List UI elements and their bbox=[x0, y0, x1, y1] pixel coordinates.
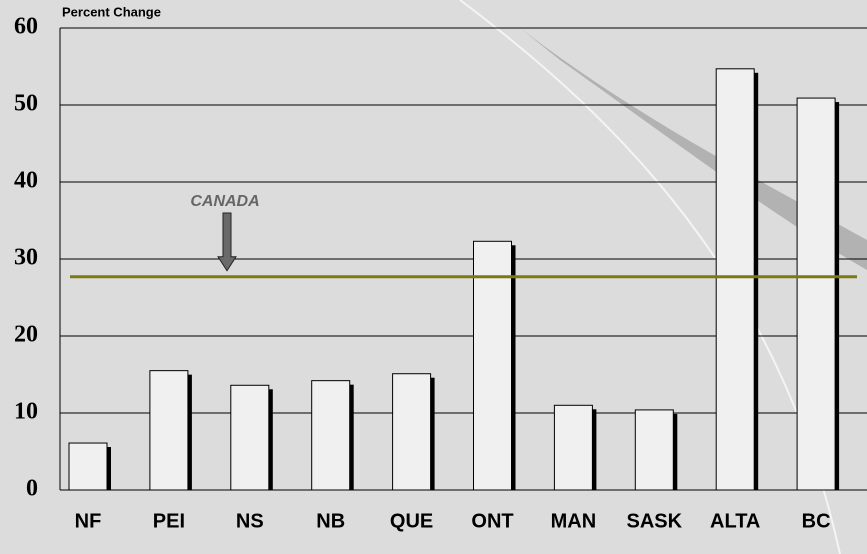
x-tick-label: QUE bbox=[390, 510, 433, 532]
bar bbox=[634, 409, 674, 491]
bar bbox=[715, 68, 755, 491]
x-tick-label: MAN bbox=[551, 510, 597, 532]
bar bbox=[311, 380, 351, 491]
y-tick-label: 0 bbox=[26, 476, 38, 502]
x-tick-label: BC bbox=[802, 510, 831, 532]
x-tick-label: SASK bbox=[627, 510, 683, 532]
y-tick-label: 30 bbox=[14, 245, 38, 271]
reference-arrow bbox=[217, 212, 237, 272]
x-tick-label: NB bbox=[316, 510, 345, 532]
decorative-swoosh bbox=[520, 28, 867, 270]
bar bbox=[230, 384, 270, 491]
x-tick-label: ONT bbox=[471, 510, 513, 532]
bar bbox=[553, 404, 593, 491]
bar bbox=[149, 370, 189, 491]
y-tick-label: 50 bbox=[14, 91, 38, 117]
x-tick-label: NF bbox=[75, 510, 102, 532]
y-tick-label: 10 bbox=[14, 399, 38, 425]
x-tick-label: NS bbox=[236, 510, 264, 532]
y-tick-label: 60 bbox=[14, 14, 38, 40]
x-tick-label: ALTA bbox=[710, 510, 760, 532]
y-tick-label: 40 bbox=[14, 168, 38, 194]
bar bbox=[796, 97, 836, 491]
bar bbox=[473, 240, 512, 491]
x-tick-label: PEI bbox=[153, 510, 185, 532]
y-tick-label: 20 bbox=[14, 322, 38, 348]
bar bbox=[68, 442, 108, 491]
bar bbox=[392, 373, 432, 491]
y-axis-label: Percent Change bbox=[62, 4, 161, 19]
reference-label: CANADA bbox=[190, 193, 259, 210]
